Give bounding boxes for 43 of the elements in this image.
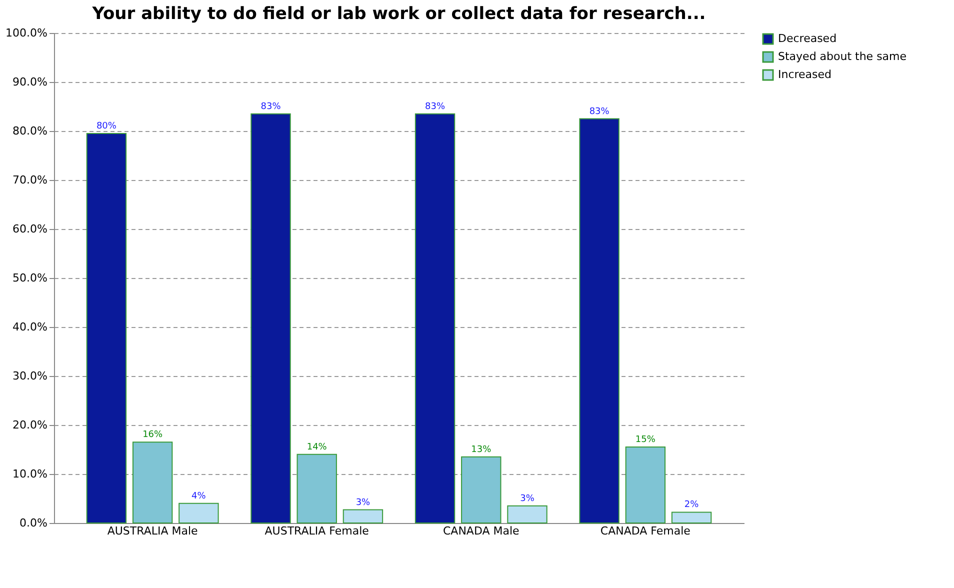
data-label: 3% xyxy=(520,494,535,504)
bar xyxy=(625,446,666,524)
y-tick-label: 60.0% xyxy=(12,222,48,236)
data-label: 15% xyxy=(635,435,656,446)
data-label: 83% xyxy=(589,106,610,117)
bar xyxy=(507,505,548,524)
y-tick-label: 0.0% xyxy=(20,516,48,530)
bar xyxy=(178,502,219,524)
y-tick-label: 80.0% xyxy=(12,124,48,138)
data-label: 83% xyxy=(260,102,282,112)
x-tick-label: AUSTRALIA Male xyxy=(107,524,198,538)
bar xyxy=(671,512,712,524)
y-tick-label: 70.0% xyxy=(12,174,48,186)
bar xyxy=(86,132,127,524)
data-label: 80% xyxy=(96,121,117,132)
data-label: 13% xyxy=(471,444,492,455)
legend-label: Increased xyxy=(778,68,832,81)
legend-label: Decreased xyxy=(778,32,837,45)
data-label: 2% xyxy=(684,500,700,510)
data-label: 16% xyxy=(142,430,164,440)
x-tick-label: AUSTRALIA Female xyxy=(264,524,370,538)
bar xyxy=(414,113,456,524)
y-tick-label: 30.0% xyxy=(12,370,48,382)
y-tick-label: 100.0% xyxy=(6,26,48,40)
y-tick-label: 50.0% xyxy=(12,272,48,284)
x-tick-label: CANADA Male xyxy=(442,524,520,538)
bar xyxy=(296,454,337,524)
y-tick-label: 90.0% xyxy=(12,76,48,88)
x-tick-label: CANADA Female xyxy=(600,524,691,538)
chart-title: Your ability to do field or lab work or collect data for research... xyxy=(91,4,706,24)
bar xyxy=(461,456,502,524)
data-label: 14% xyxy=(306,442,328,452)
bar xyxy=(132,442,173,524)
data-label: 83% xyxy=(425,102,446,112)
data-label: 3% xyxy=(356,498,371,508)
legend-label: Stayed about the same xyxy=(778,50,907,63)
y-tick-label: 10.0% xyxy=(12,468,48,480)
bar xyxy=(579,118,620,524)
y-tick-label: 40.0% xyxy=(12,320,48,334)
bar xyxy=(342,509,384,524)
data-label: 4% xyxy=(192,491,206,502)
bar xyxy=(250,113,291,524)
y-tick-label: 20.0% xyxy=(12,418,48,432)
